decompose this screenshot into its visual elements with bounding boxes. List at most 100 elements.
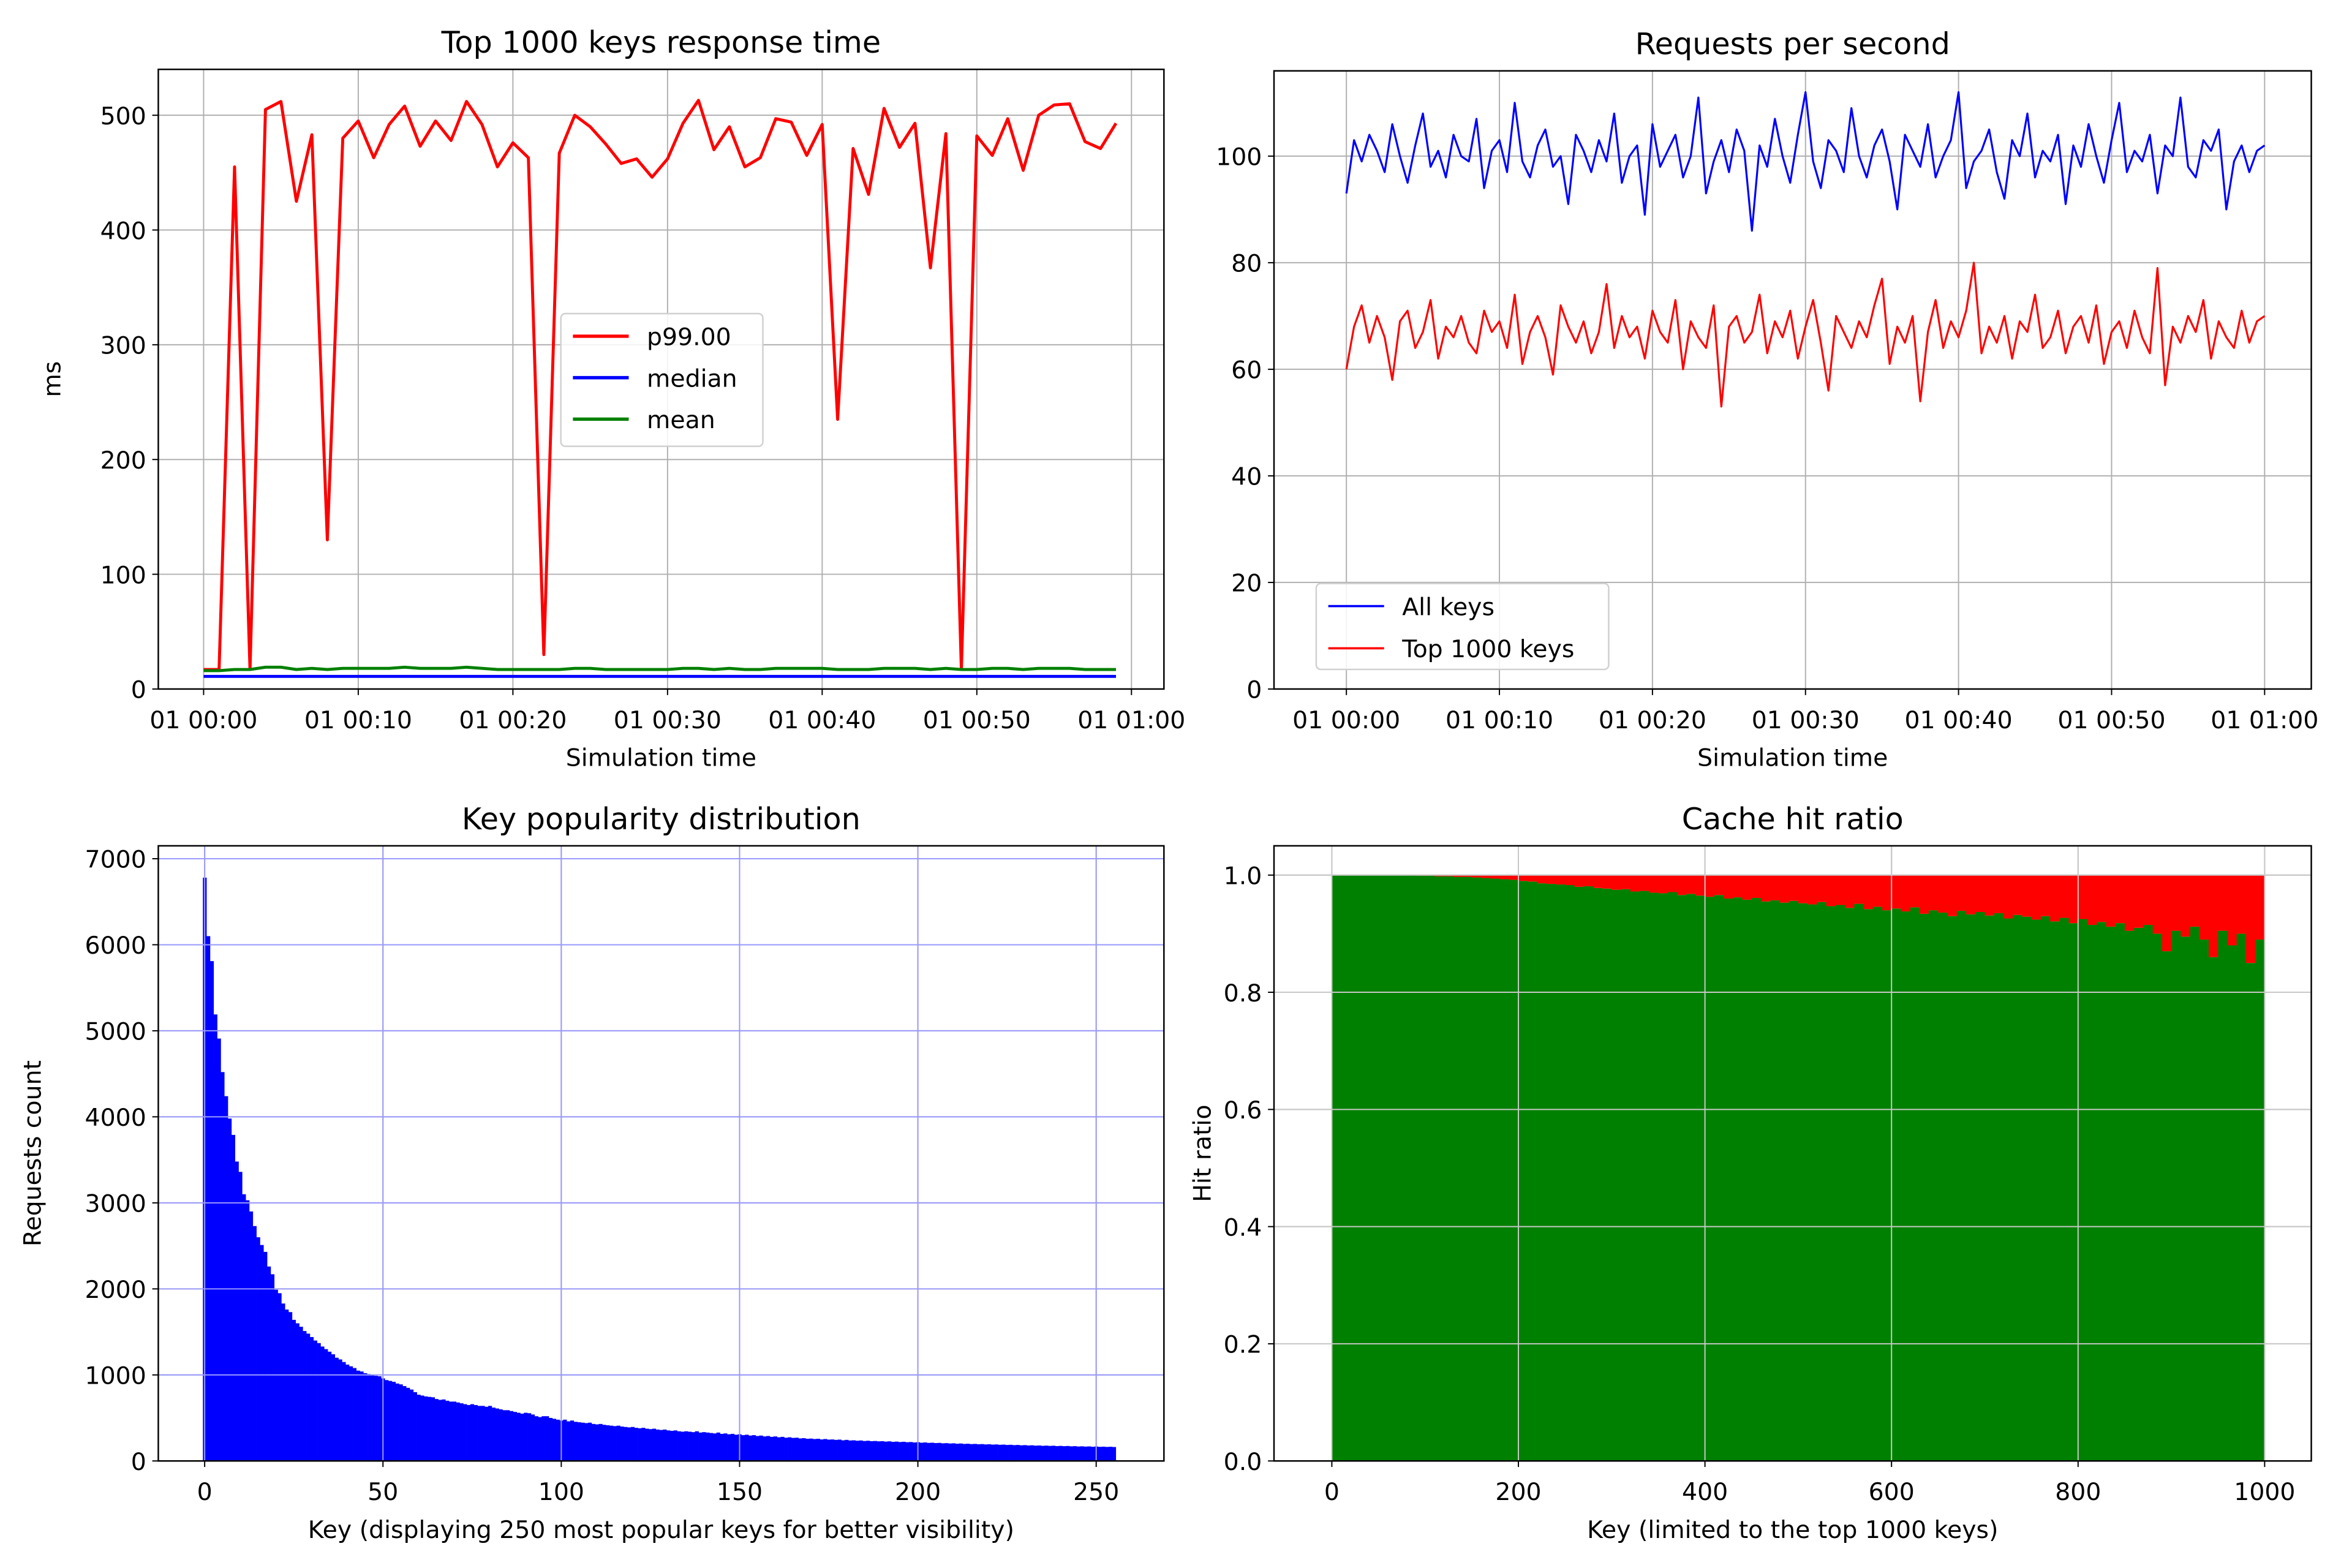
- histogram-bar: [556, 1419, 560, 1461]
- miss-bar: [1658, 875, 1668, 894]
- hit-bar: [1658, 893, 1668, 1461]
- histogram-bar: [966, 1444, 970, 1461]
- histogram-bar: [502, 1410, 507, 1461]
- histogram-bar: [442, 1399, 446, 1461]
- miss-bar: [1705, 875, 1715, 897]
- histogram-bar: [944, 1443, 949, 1461]
- histogram-bar: [655, 1429, 660, 1461]
- histogram-bar: [499, 1409, 503, 1461]
- histogram-bar: [891, 1442, 895, 1461]
- x-tick-label: 0: [1324, 1478, 1340, 1506]
- histogram-bar: [516, 1412, 521, 1461]
- axes-frame: [157, 69, 1165, 690]
- miss-bar: [1854, 875, 1864, 904]
- histogram-bar: [488, 1406, 492, 1461]
- histogram-bar: [980, 1444, 984, 1461]
- histogram-bar: [328, 1351, 332, 1461]
- miss-bar: [1676, 875, 1687, 895]
- chart-panel-3: Cache hit ratio 0 200 400 600 800 1000 0.0 0.2 0.…: [1189, 801, 2312, 1544]
- hit-bar: [1742, 899, 1752, 1461]
- hit-bar: [1593, 888, 1603, 1461]
- legend-label: p99.00: [647, 323, 731, 352]
- hit-bar: [1528, 881, 1537, 1461]
- hit-bar: [2106, 926, 2116, 1461]
- histogram-bar: [659, 1430, 663, 1461]
- histogram-bar: [880, 1441, 884, 1461]
- histogram-bar: [951, 1443, 956, 1461]
- histogram-bar: [666, 1430, 671, 1461]
- histogram-bar: [1069, 1446, 1074, 1461]
- histogram-bar: [669, 1431, 674, 1461]
- miss-bar: [1947, 875, 1958, 916]
- histogram-bar: [769, 1436, 774, 1461]
- histogram-bar: [506, 1410, 510, 1461]
- histogram-bar: [1109, 1447, 1113, 1461]
- miss-bar: [2068, 875, 2079, 924]
- hit-bar: [2245, 963, 2256, 1461]
- x-tick-label: 200: [895, 1478, 941, 1506]
- x-tick-label: 01 00:00: [1292, 706, 1400, 734]
- miss-bar: [2134, 875, 2144, 928]
- histogram-bar: [1037, 1445, 1041, 1461]
- hit-bar: [1555, 884, 1566, 1461]
- histogram-bar: [641, 1428, 646, 1461]
- legend: All keys Top 1000 keys: [1315, 582, 1610, 671]
- histogram-bar: [680, 1431, 685, 1461]
- miss-bar: [2245, 875, 2256, 963]
- histogram-bar: [306, 1333, 311, 1461]
- hit-bar: [1649, 892, 1659, 1461]
- hit-bar: [1910, 907, 1920, 1461]
- hit-bar: [2171, 930, 2181, 1461]
- x-tick-label: 01 00:50: [923, 706, 1031, 734]
- histogram-bar: [809, 1438, 813, 1461]
- y-tick-label: 200: [100, 447, 146, 475]
- hit-bar: [1807, 904, 1817, 1461]
- hit-bar: [2218, 930, 2228, 1461]
- histogram-bar: [962, 1444, 967, 1461]
- hit-bar: [2059, 918, 2070, 1461]
- plot-area: [203, 99, 1118, 678]
- hit-bar: [1509, 880, 1519, 1461]
- x-tick-label: 800: [2055, 1478, 2101, 1506]
- histogram-bar: [534, 1416, 538, 1461]
- histogram-bar: [720, 1433, 724, 1461]
- histogram-bar: [798, 1438, 802, 1461]
- histogram-bar: [930, 1442, 935, 1461]
- hit-bar: [1966, 914, 1976, 1461]
- histogram-bar: [409, 1389, 414, 1461]
- miss-bar: [1938, 875, 1948, 913]
- histogram-bar: [527, 1413, 532, 1461]
- y-tick-label: 0.8: [1224, 979, 1262, 1008]
- hit-bar: [1872, 907, 1883, 1461]
- histogram-bar: [338, 1359, 342, 1461]
- histogram-bar: [812, 1439, 817, 1461]
- y-tick-label: 0: [131, 1448, 146, 1476]
- histogram-bar: [990, 1444, 995, 1461]
- miss-bar: [1593, 875, 1603, 888]
- histogram-bar: [1001, 1444, 1006, 1461]
- histogram-bar: [859, 1440, 863, 1461]
- histogram-bar: [652, 1428, 657, 1461]
- miss-bar: [1583, 875, 1594, 886]
- hit-bar: [1826, 906, 1836, 1461]
- legend-label: All keys: [1402, 593, 1494, 621]
- histogram-bar: [766, 1436, 771, 1461]
- hit-bar: [2022, 916, 2032, 1461]
- histogram-bar: [837, 1439, 842, 1461]
- histogram-bar: [360, 1371, 364, 1461]
- hit-bar: [1705, 897, 1715, 1461]
- miss-bar: [1779, 875, 1790, 903]
- hit-bar: [2199, 939, 2209, 1461]
- histogram-bar: [573, 1422, 578, 1461]
- histogram-bar: [941, 1443, 945, 1461]
- miss-bar: [2115, 875, 2125, 924]
- chart-title: Key popularity distribution: [462, 801, 861, 837]
- miss-bar: [1751, 875, 1762, 899]
- miss-bar: [1733, 875, 1743, 898]
- histogram-bar: [420, 1395, 424, 1461]
- histogram-bar: [334, 1357, 339, 1461]
- x-axis-label: Key (limited to the top 1000 keys): [1587, 1516, 1998, 1544]
- histogram-bar: [1012, 1445, 1017, 1461]
- histogram-bar: [845, 1439, 849, 1461]
- histogram-bar: [367, 1374, 371, 1461]
